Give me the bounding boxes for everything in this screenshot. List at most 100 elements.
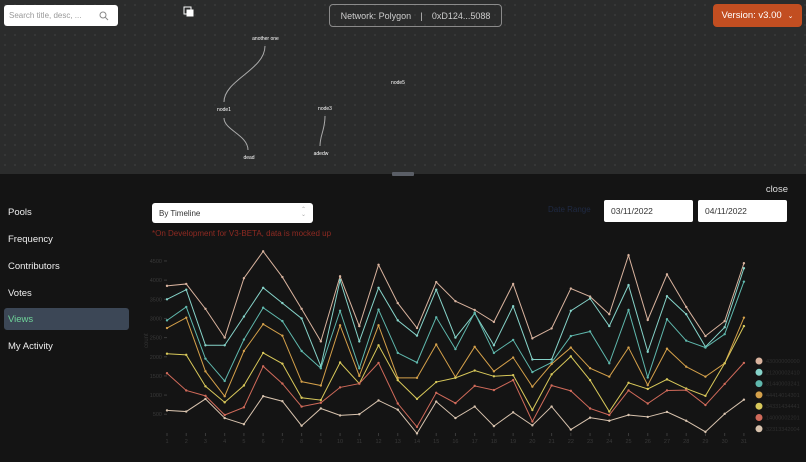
flow-canvas[interactable]: another one node1 dead node3 adedw node5…	[0, 0, 806, 174]
y-tick-label: 2000	[150, 355, 162, 361]
data-point	[338, 361, 342, 364]
data-point	[396, 402, 399, 405]
series-line	[166, 268, 745, 369]
data-point	[492, 344, 496, 347]
graph-node[interactable]: node1	[217, 106, 231, 113]
data-point	[185, 389, 188, 392]
data-point	[454, 347, 457, 351]
data-point	[588, 297, 592, 300]
y-axis-label: count	[144, 333, 150, 348]
y-tick-label: 500	[153, 412, 162, 418]
data-point	[281, 382, 284, 385]
legend-label: 34331434441	[766, 404, 800, 410]
graph-node[interactable]: node3	[318, 105, 332, 112]
graph-node[interactable]: dead	[243, 154, 255, 161]
x-tick-label: 10	[337, 439, 343, 445]
data-point	[742, 280, 746, 283]
data-point	[627, 381, 630, 385]
graph-node[interactable]: another one	[252, 35, 279, 42]
data-point	[281, 301, 284, 305]
x-tick-label: 20	[529, 439, 535, 445]
x-tick-label: 4	[223, 439, 226, 445]
data-point	[415, 361, 419, 364]
y-tick-label: 1500	[150, 374, 162, 380]
data-point	[627, 254, 630, 257]
data-point	[319, 340, 323, 343]
sidebar-item-views[interactable]: Views	[4, 308, 129, 330]
x-tick-label: 23	[587, 439, 593, 445]
x-tick-label: 1	[165, 439, 168, 445]
y-tick-label: 3500	[150, 297, 162, 303]
data-point	[242, 338, 246, 341]
x-tick-label: 9	[319, 439, 322, 445]
data-point	[685, 313, 688, 316]
data-point	[223, 416, 226, 420]
data-point	[511, 356, 515, 359]
data-point	[319, 384, 323, 387]
data-point	[569, 287, 573, 290]
timeline-select[interactable]: By Timeline ⌃ ⌄	[152, 203, 313, 223]
x-tick-label: 26	[645, 439, 651, 445]
data-point	[511, 373, 515, 377]
data-point	[165, 326, 169, 330]
data-point	[531, 424, 534, 427]
data-point	[473, 384, 476, 388]
data-point	[531, 408, 534, 412]
x-tick-label: 31	[741, 439, 747, 445]
data-point	[185, 410, 188, 413]
data-point	[165, 372, 169, 375]
x-tick-label: 2	[185, 439, 188, 445]
data-point	[204, 394, 207, 398]
sidebar-item-votes[interactable]: Votes	[8, 287, 32, 299]
data-point	[742, 267, 746, 270]
date-to-input[interactable]: 04/11/2022	[698, 200, 787, 222]
data-point	[415, 334, 419, 337]
data-point	[281, 334, 284, 337]
x-tick-label: 30	[722, 439, 728, 445]
x-tick-label: 22	[568, 439, 574, 445]
data-point	[281, 275, 284, 279]
data-point	[358, 324, 361, 328]
resize-handle[interactable]	[392, 172, 414, 176]
data-point	[685, 339, 688, 342]
data-point	[204, 370, 207, 373]
x-tick-label: 16	[452, 439, 458, 445]
y-tick-label: 1000	[150, 393, 162, 399]
data-point	[435, 280, 438, 284]
graph-node[interactable]: node5	[391, 79, 405, 86]
data-point	[531, 420, 534, 423]
data-point	[377, 324, 380, 327]
data-point	[550, 327, 553, 330]
sidebar-item-contributors[interactable]: Contributors	[8, 260, 60, 272]
data-point	[665, 378, 669, 381]
x-tick-label: 8	[300, 439, 303, 445]
version-dropdown[interactable]: Version: v3.00 ⌄	[713, 4, 802, 27]
y-tick-label: 3000	[150, 316, 162, 322]
graph-node[interactable]: adedw	[313, 150, 329, 157]
sidebar-item-my-activity[interactable]: My Activity	[8, 340, 53, 352]
data-point	[492, 351, 496, 355]
data-point	[396, 301, 399, 305]
data-point	[204, 344, 207, 347]
close-button[interactable]: close	[765, 184, 788, 195]
search-box[interactable]	[4, 5, 118, 26]
x-tick-label: 11	[356, 439, 362, 445]
date-from-input[interactable]: 03/11/2022	[604, 200, 693, 222]
x-tick-label: 24	[606, 439, 612, 445]
data-point	[396, 378, 399, 382]
data-point	[261, 351, 265, 355]
data-point	[492, 388, 496, 392]
legend-label: 31440003241	[766, 382, 800, 388]
sidebar-item-frequency[interactable]: Frequency	[8, 233, 53, 245]
updown-icon: ⌃ ⌄	[300, 207, 306, 218]
data-point	[511, 378, 515, 382]
copy-icon[interactable]	[183, 6, 195, 18]
search-input[interactable]	[9, 11, 99, 20]
y-tick-label: 2500	[150, 336, 162, 342]
data-point	[685, 388, 688, 392]
sidebar-item-pools[interactable]: Pools	[8, 206, 32, 218]
legend-label: 43000000000	[766, 359, 800, 365]
search-icon[interactable]	[99, 11, 109, 21]
network-info: Network: Polygon | 0xD124...5088	[329, 4, 502, 27]
